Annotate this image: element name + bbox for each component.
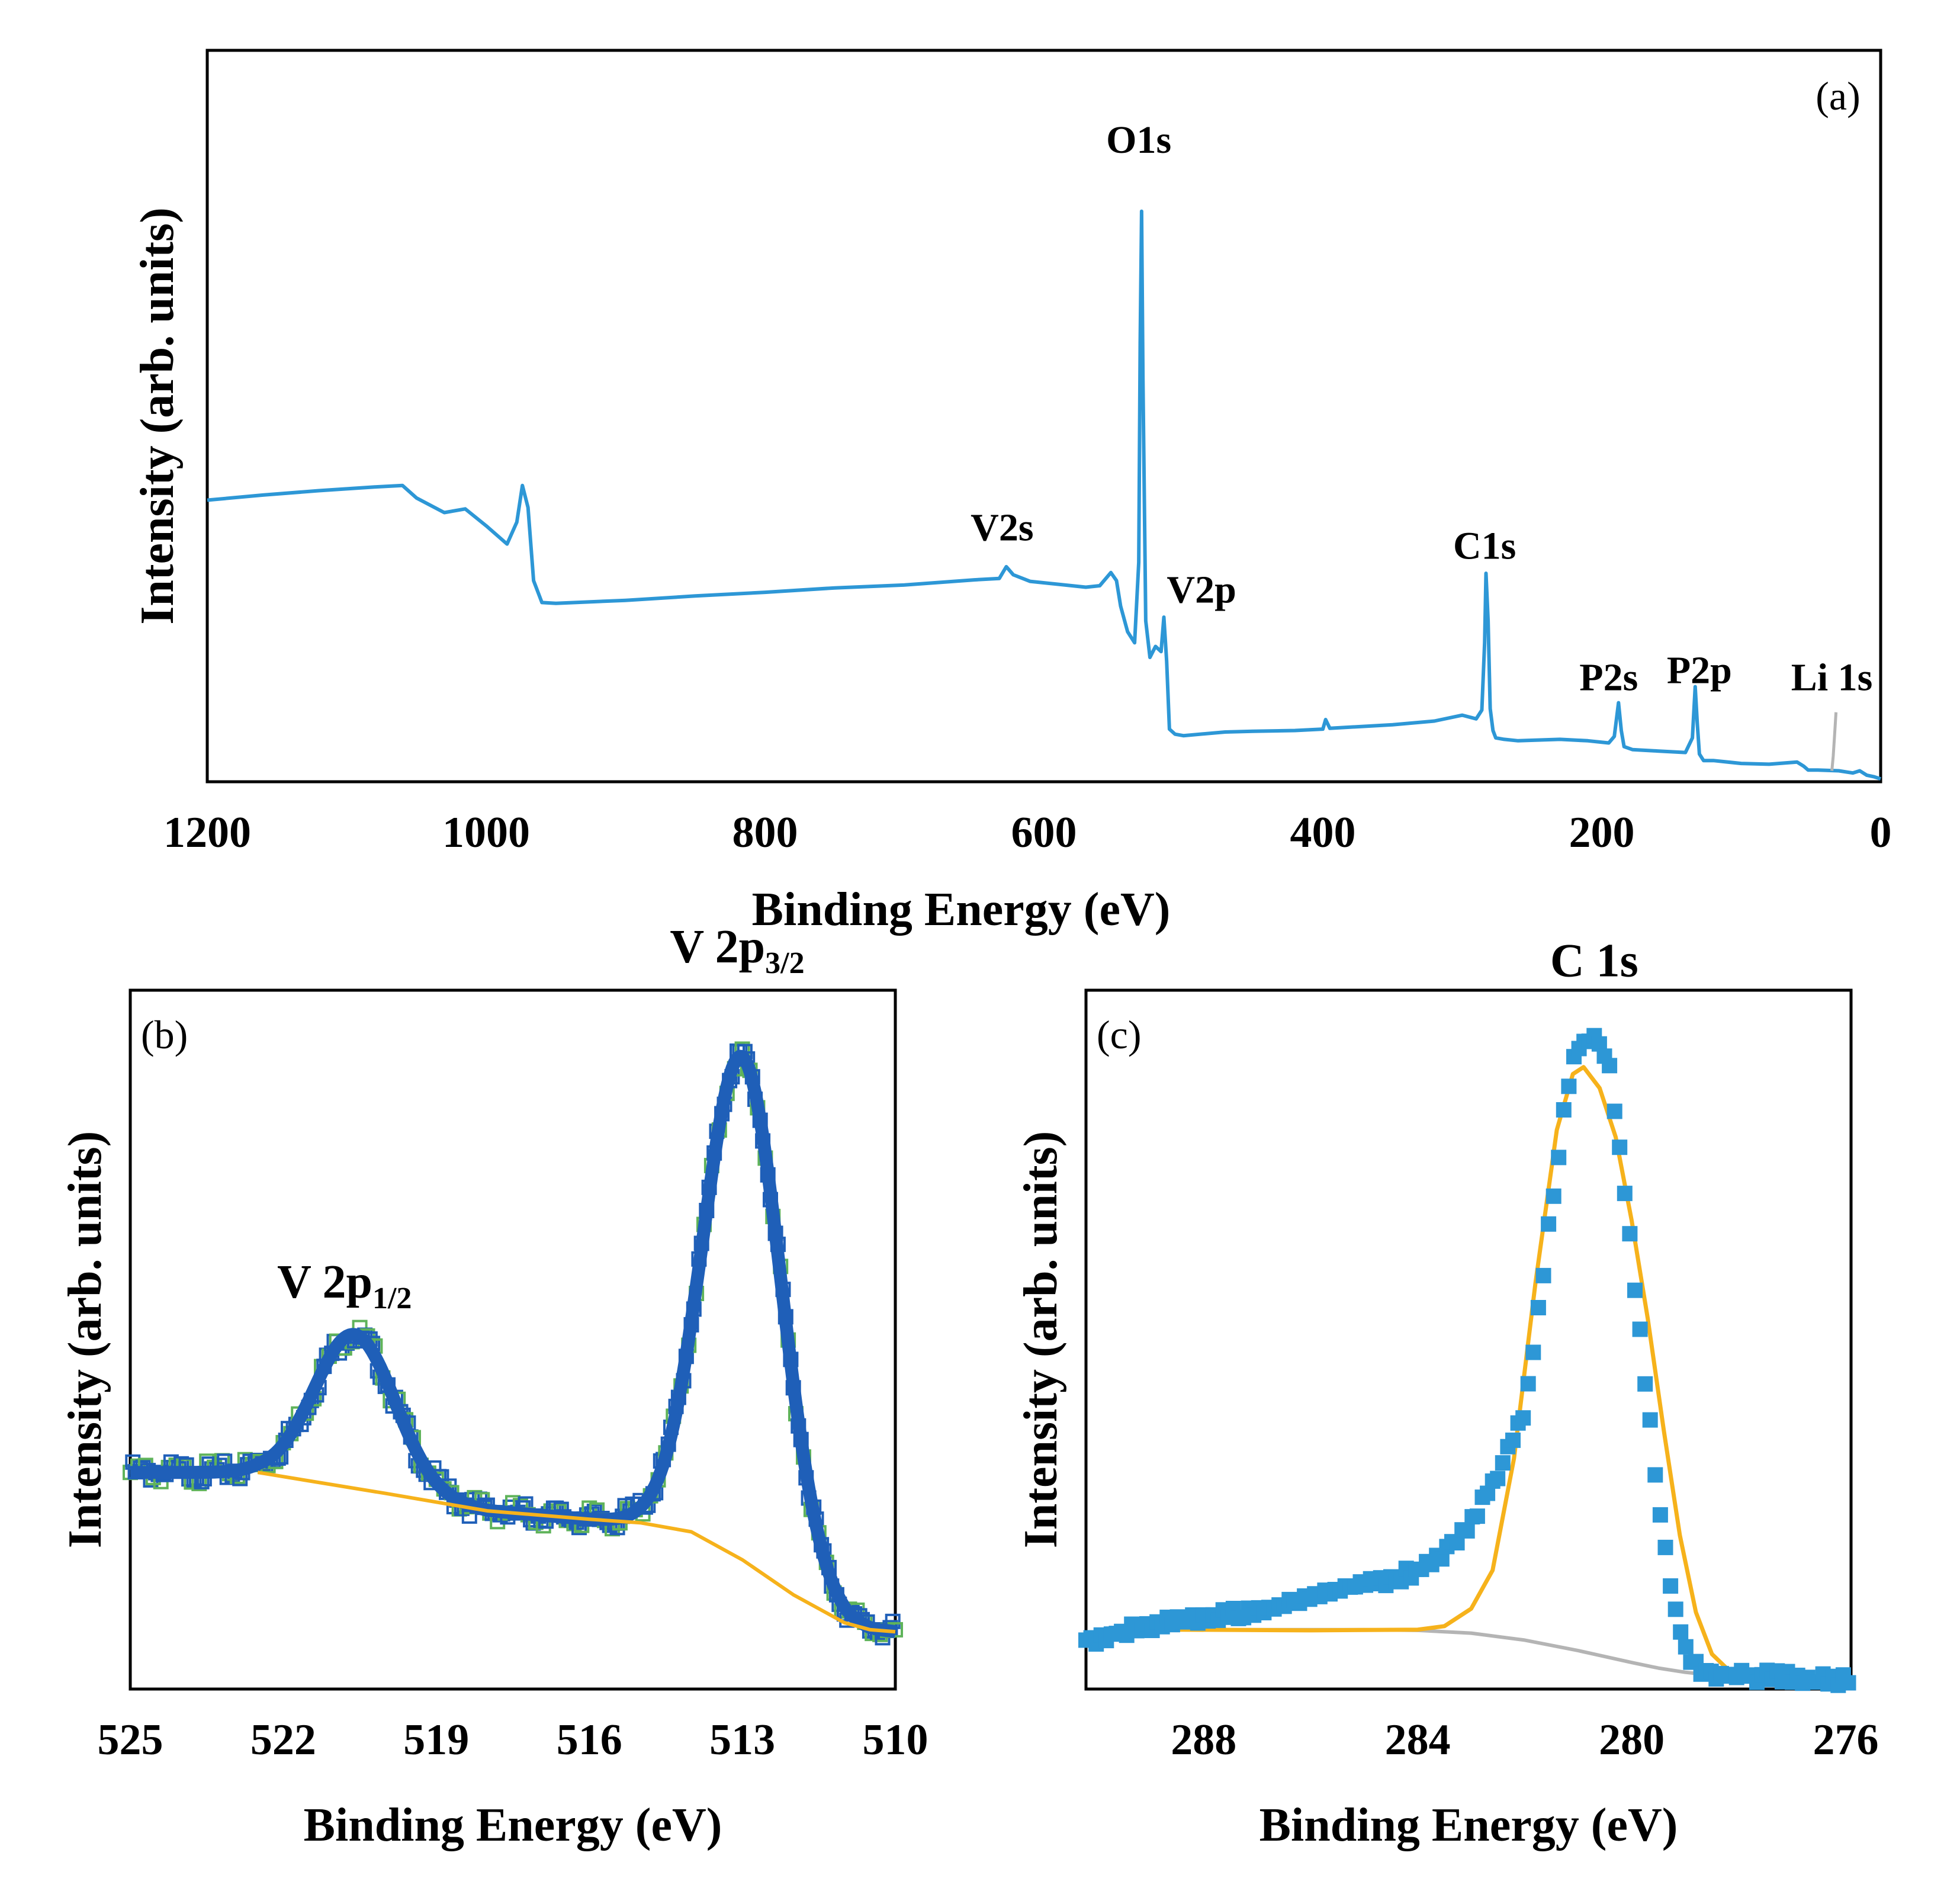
peak-label: V 2p3/2 [670, 921, 804, 980]
data-point [1490, 1471, 1506, 1487]
data-point [1673, 1624, 1689, 1640]
data-point [1663, 1578, 1679, 1594]
data-point [1647, 1467, 1663, 1483]
plot-frame [128, 988, 897, 1691]
data-point [1627, 1282, 1643, 1298]
data-point [1469, 1508, 1485, 1524]
x-tick-label: 1000 [442, 808, 530, 857]
data-point [1495, 1455, 1511, 1471]
peak-label: P2p [1667, 648, 1732, 692]
data-point [1541, 1216, 1557, 1232]
data-point [1612, 1139, 1628, 1155]
data-point [1840, 1675, 1856, 1691]
x-axis-label: Binding Energy (eV) [752, 884, 1171, 936]
x-tick-label: 288 [1171, 1716, 1236, 1764]
x-axis-label: Binding Energy (eV) [304, 1799, 722, 1851]
data-point [1520, 1376, 1536, 1392]
peak-label: P2s [1579, 656, 1638, 699]
panel-a-survey-chart: 1200 1000 800 600 400 200 0 Binding Energy (eV)… [131, 49, 1892, 936]
data-point [1637, 1376, 1653, 1392]
data-point [1657, 1539, 1673, 1555]
peak-label-subscript: 3/2 [765, 946, 804, 980]
data-point [1556, 1102, 1572, 1118]
data-point [1622, 1226, 1638, 1242]
data-point [1602, 1058, 1618, 1074]
peak-label: V 2p1/2 [277, 1256, 412, 1315]
peak-label: V2p [1167, 568, 1236, 611]
peak-label: C 1s [1550, 935, 1638, 987]
x-tick-label: 513 [709, 1716, 775, 1764]
peak-label: Li 1s [1791, 656, 1873, 699]
data-point [1642, 1412, 1658, 1428]
y-axis-label: Intensity (arb. units) [1015, 1131, 1067, 1549]
data-point [1632, 1321, 1648, 1337]
panel-c-c1s-chart: 288 284 280 276 Binding Energy (eV) Intensity… [1015, 935, 1878, 1851]
li1s-marker-line [1830, 712, 1838, 771]
peak-label-main: V 2p [670, 921, 765, 973]
peak-label: C1s [1453, 524, 1516, 567]
data-point [1561, 1078, 1577, 1094]
fit-line [1177, 1065, 1740, 1676]
survey-spectrum-line [207, 209, 1881, 781]
data-point [1545, 1188, 1561, 1204]
background-line [257, 1471, 896, 1634]
x-tick-label: 0 [1870, 808, 1892, 857]
data-point [1678, 1639, 1694, 1655]
peak-label: V2s [971, 506, 1033, 549]
data-point [1505, 1432, 1521, 1448]
x-tick-label: 522 [250, 1716, 316, 1764]
x-tick-label: 200 [1569, 808, 1635, 857]
plot-frame [205, 49, 1882, 784]
data-point [1515, 1410, 1531, 1426]
x-tick-label: 284 [1385, 1716, 1451, 1764]
x-tick-label: 800 [732, 808, 798, 857]
data-point [1459, 1523, 1475, 1539]
x-tick-label: 1200 [163, 808, 251, 857]
x-tick-label: 280 [1599, 1716, 1665, 1764]
x-axis-label: Binding Energy (eV) [1259, 1799, 1678, 1851]
x-tick-label: 525 [98, 1716, 163, 1764]
peak-label: O1s [1106, 118, 1171, 162]
x-tick-label: 519 [403, 1716, 469, 1764]
data-point [1551, 1150, 1567, 1166]
y-axis-label: Intensity (arb. units) [59, 1131, 111, 1549]
data-point [1617, 1186, 1633, 1202]
y-axis-label: Intensity (arb. units) [131, 207, 184, 625]
peak-label-subscript: 1/2 [372, 1282, 412, 1315]
x-tick-label: 600 [1011, 808, 1077, 857]
panel-b-v2p-chart: 525 522 519 516 513 510 Binding Energy (eV) Int… [59, 921, 928, 1851]
x-tick-label: 276 [1813, 1716, 1878, 1764]
data-point [1652, 1507, 1668, 1523]
panel-label: (c) [1097, 1012, 1141, 1057]
data-point [1525, 1344, 1541, 1360]
x-tick-label: 510 [863, 1716, 928, 1764]
x-tick-label: 400 [1290, 808, 1356, 857]
data-point [1530, 1300, 1546, 1315]
data-point [1535, 1267, 1551, 1283]
panel-label: (a) [1816, 73, 1860, 118]
background-line [1203, 1627, 1739, 1678]
peak-label-main: V 2p [277, 1256, 372, 1308]
data-point [1667, 1601, 1683, 1617]
x-tick-label: 516 [557, 1716, 622, 1764]
plot-frame [1084, 988, 1853, 1691]
data-point [1606, 1103, 1622, 1119]
panel-label: (b) [141, 1012, 188, 1057]
